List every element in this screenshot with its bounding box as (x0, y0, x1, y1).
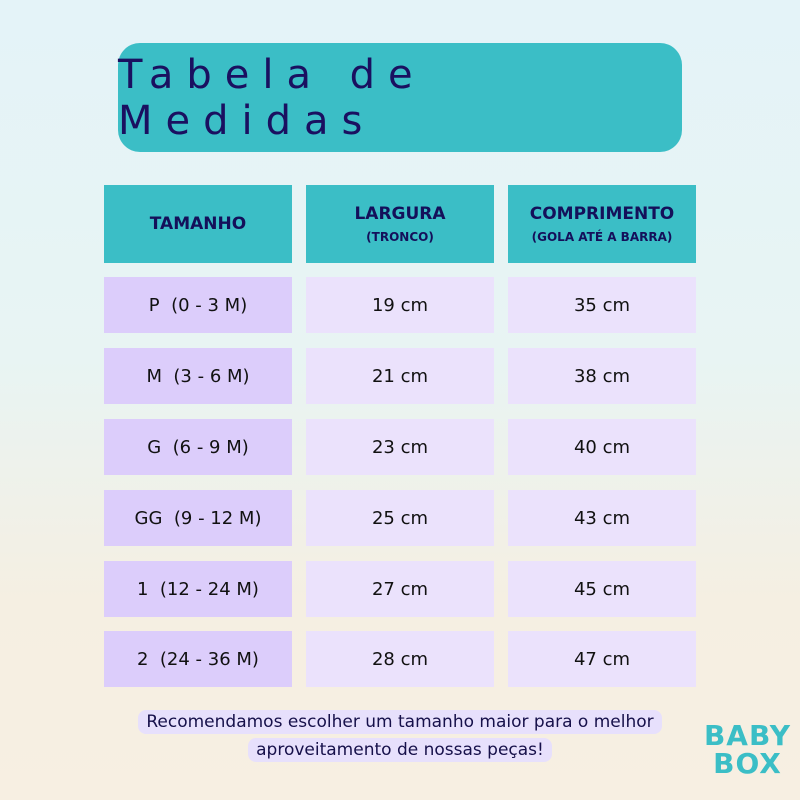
length-cell: 45 cm (508, 561, 696, 617)
width-cell: 21 cm (306, 348, 494, 404)
width-cell: 23 cm (306, 419, 494, 475)
header-sublabel: (GOLA ATÉ A BARRA) (531, 230, 673, 244)
note-line-2: aproveitamento de nossas peças! (248, 738, 552, 762)
page-title: Tabela de Medidas (118, 43, 682, 152)
recommendation-note: Recomendamos escolher um tamanho maior p… (0, 708, 800, 764)
length-cell: 35 cm (508, 277, 696, 333)
size-cell: 2 (24 - 36 M) (104, 631, 292, 687)
size-cell: G (6 - 9 M) (104, 419, 292, 475)
size-cell: P (0 - 3 M) (104, 277, 292, 333)
size-cell: GG (9 - 12 M) (104, 490, 292, 546)
note-line-1: Recomendamos escolher um tamanho maior p… (138, 710, 662, 734)
length-cell: 43 cm (508, 490, 696, 546)
header-label: LARGURA (354, 204, 446, 224)
header-label: COMPRIMENTO (529, 204, 675, 224)
length-cell: 40 cm (508, 419, 696, 475)
header-comprimento: COMPRIMENTO (GOLA ATÉ A BARRA) (508, 185, 696, 263)
size-cell: M (3 - 6 M) (104, 348, 292, 404)
length-cell: 38 cm (508, 348, 696, 404)
logo-line-1: BABY (703, 719, 792, 752)
width-cell: 27 cm (306, 561, 494, 617)
width-cell: 28 cm (306, 631, 494, 687)
header-tamanho: TAMANHO (104, 185, 292, 263)
width-cell: 25 cm (306, 490, 494, 546)
size-cell: 1 (12 - 24 M) (104, 561, 292, 617)
header-largura: LARGURA (TRONCO) (306, 185, 494, 263)
logo-line-2: BOX (713, 747, 782, 780)
header-sublabel: (TRONCO) (366, 230, 434, 244)
header-label: TAMANHO (149, 214, 247, 234)
baby-box-logo: BABY BOX (700, 722, 795, 778)
length-cell: 47 cm (508, 631, 696, 687)
width-cell: 19 cm (306, 277, 494, 333)
